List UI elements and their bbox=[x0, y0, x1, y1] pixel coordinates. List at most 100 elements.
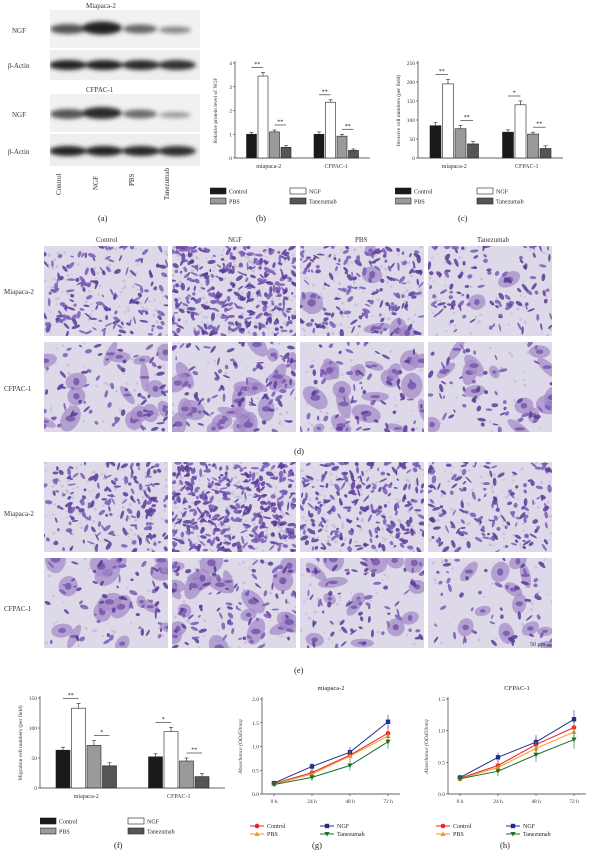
cell bbox=[491, 403, 499, 408]
cell bbox=[79, 344, 82, 348]
cell bbox=[493, 549, 501, 552]
pore-dot bbox=[359, 493, 363, 496]
cell bbox=[130, 488, 135, 495]
cell bbox=[222, 393, 226, 402]
pore-dot bbox=[359, 488, 363, 491]
micrograph-image bbox=[172, 462, 296, 552]
pore-dot bbox=[394, 397, 396, 400]
pore-dot bbox=[381, 536, 385, 540]
pore-dot bbox=[201, 296, 206, 300]
cell bbox=[44, 408, 47, 414]
cell bbox=[123, 475, 129, 484]
cell bbox=[303, 529, 306, 535]
pore-dot bbox=[47, 263, 51, 266]
y-tick-label: 0.0 bbox=[252, 792, 259, 798]
cell bbox=[44, 483, 48, 488]
cell bbox=[459, 592, 464, 598]
cell bbox=[249, 534, 254, 538]
cell bbox=[365, 364, 373, 369]
cell bbox=[281, 305, 285, 313]
y-tick-label: 0 bbox=[34, 786, 37, 792]
cell bbox=[303, 279, 310, 285]
cell bbox=[70, 410, 74, 418]
cell bbox=[543, 539, 549, 545]
y-tick-label: 1.5 bbox=[438, 697, 445, 703]
cell bbox=[288, 246, 296, 251]
micrograph-image bbox=[172, 558, 296, 648]
cell bbox=[394, 601, 400, 607]
micro-col-label: PBS bbox=[355, 236, 368, 244]
cell bbox=[302, 482, 306, 487]
cell bbox=[80, 370, 89, 374]
cell bbox=[282, 312, 287, 318]
pore-dot bbox=[327, 637, 331, 641]
cell bbox=[98, 509, 106, 516]
cell bbox=[346, 342, 350, 347]
cell bbox=[386, 275, 393, 281]
cell bbox=[386, 528, 392, 534]
cell bbox=[448, 295, 454, 300]
cell bbox=[228, 268, 232, 274]
cell-nucleus bbox=[404, 330, 411, 336]
cell bbox=[260, 481, 266, 487]
cell bbox=[209, 480, 214, 489]
cell bbox=[147, 413, 151, 417]
cell bbox=[150, 426, 159, 432]
cell bbox=[346, 508, 351, 513]
cell bbox=[152, 580, 156, 588]
cell bbox=[241, 535, 245, 545]
cell bbox=[124, 388, 128, 392]
cell-nucleus bbox=[139, 375, 150, 379]
cell bbox=[346, 273, 353, 281]
cell bbox=[277, 518, 281, 526]
cell bbox=[246, 418, 251, 423]
cell bbox=[161, 427, 165, 432]
cell bbox=[188, 366, 196, 371]
cell bbox=[273, 333, 277, 336]
pore-dot bbox=[325, 524, 329, 528]
pore-dot bbox=[319, 410, 323, 413]
pore-dot bbox=[502, 524, 505, 527]
cell bbox=[441, 509, 447, 515]
cell bbox=[172, 330, 177, 335]
cell bbox=[407, 323, 413, 332]
cell bbox=[429, 285, 432, 290]
pore-dot bbox=[454, 324, 457, 327]
pore-dot bbox=[234, 475, 238, 479]
pore-dot bbox=[325, 550, 327, 552]
pore-dot bbox=[61, 290, 64, 293]
pore-dot bbox=[223, 259, 226, 262]
cell bbox=[81, 252, 85, 258]
cell-nucleus bbox=[152, 385, 159, 392]
panel-label-a: (a) bbox=[98, 213, 108, 223]
pore-dot bbox=[265, 255, 268, 258]
pore-dot bbox=[87, 567, 90, 570]
pore-dot bbox=[49, 331, 52, 334]
pore-dot bbox=[248, 566, 251, 569]
pore-dot bbox=[446, 462, 449, 464]
cell bbox=[225, 509, 230, 515]
cell bbox=[498, 316, 503, 319]
legend-swatch bbox=[476, 187, 494, 195]
cell bbox=[224, 364, 229, 370]
cell bbox=[162, 404, 168, 409]
cell bbox=[73, 585, 77, 588]
cell bbox=[331, 462, 335, 466]
pore-dot bbox=[52, 594, 55, 597]
pore-dot bbox=[341, 301, 344, 305]
cell bbox=[349, 538, 352, 545]
cell bbox=[62, 353, 68, 358]
cell bbox=[273, 475, 276, 480]
cell bbox=[109, 288, 114, 296]
cell bbox=[542, 505, 549, 512]
pore-dot bbox=[300, 469, 304, 473]
cell bbox=[77, 250, 82, 258]
pore-dot bbox=[479, 313, 482, 316]
pore-dot bbox=[502, 537, 505, 540]
cell bbox=[251, 525, 259, 533]
cell bbox=[272, 520, 279, 524]
cell bbox=[117, 334, 122, 336]
pore-dot bbox=[205, 316, 208, 319]
pore-dot bbox=[176, 317, 179, 320]
cell bbox=[181, 252, 186, 260]
